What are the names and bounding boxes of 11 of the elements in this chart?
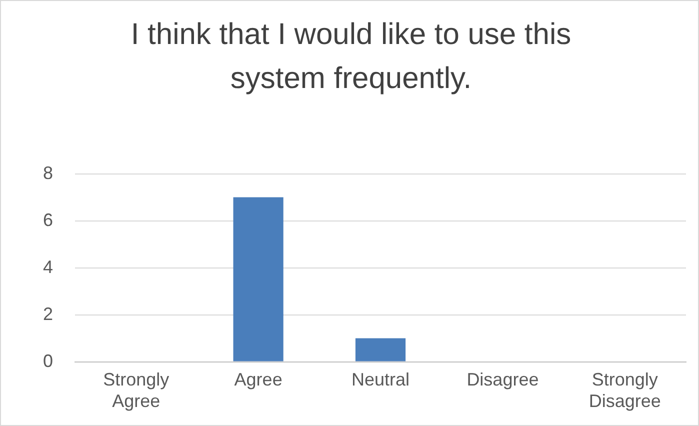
y-tick-label: 8 [42, 162, 54, 183]
x-tick-label: Disagree [466, 370, 539, 390]
y-tick-label: 2 [42, 304, 54, 324]
y-tick-label: 4 [42, 256, 54, 277]
x-tick-label: Agree [234, 370, 282, 390]
x-tick-label: Strongly Disagree [588, 370, 661, 412]
chart-title: I think that I would like to use this system frequently. [130, 17, 572, 97]
x-tick-label: Strongly Agree [103, 370, 170, 412]
y-tick-label: 0 [42, 350, 54, 371]
x-tick-label: Neutral [351, 370, 410, 390]
y-tick-label: 6 [42, 210, 54, 230]
